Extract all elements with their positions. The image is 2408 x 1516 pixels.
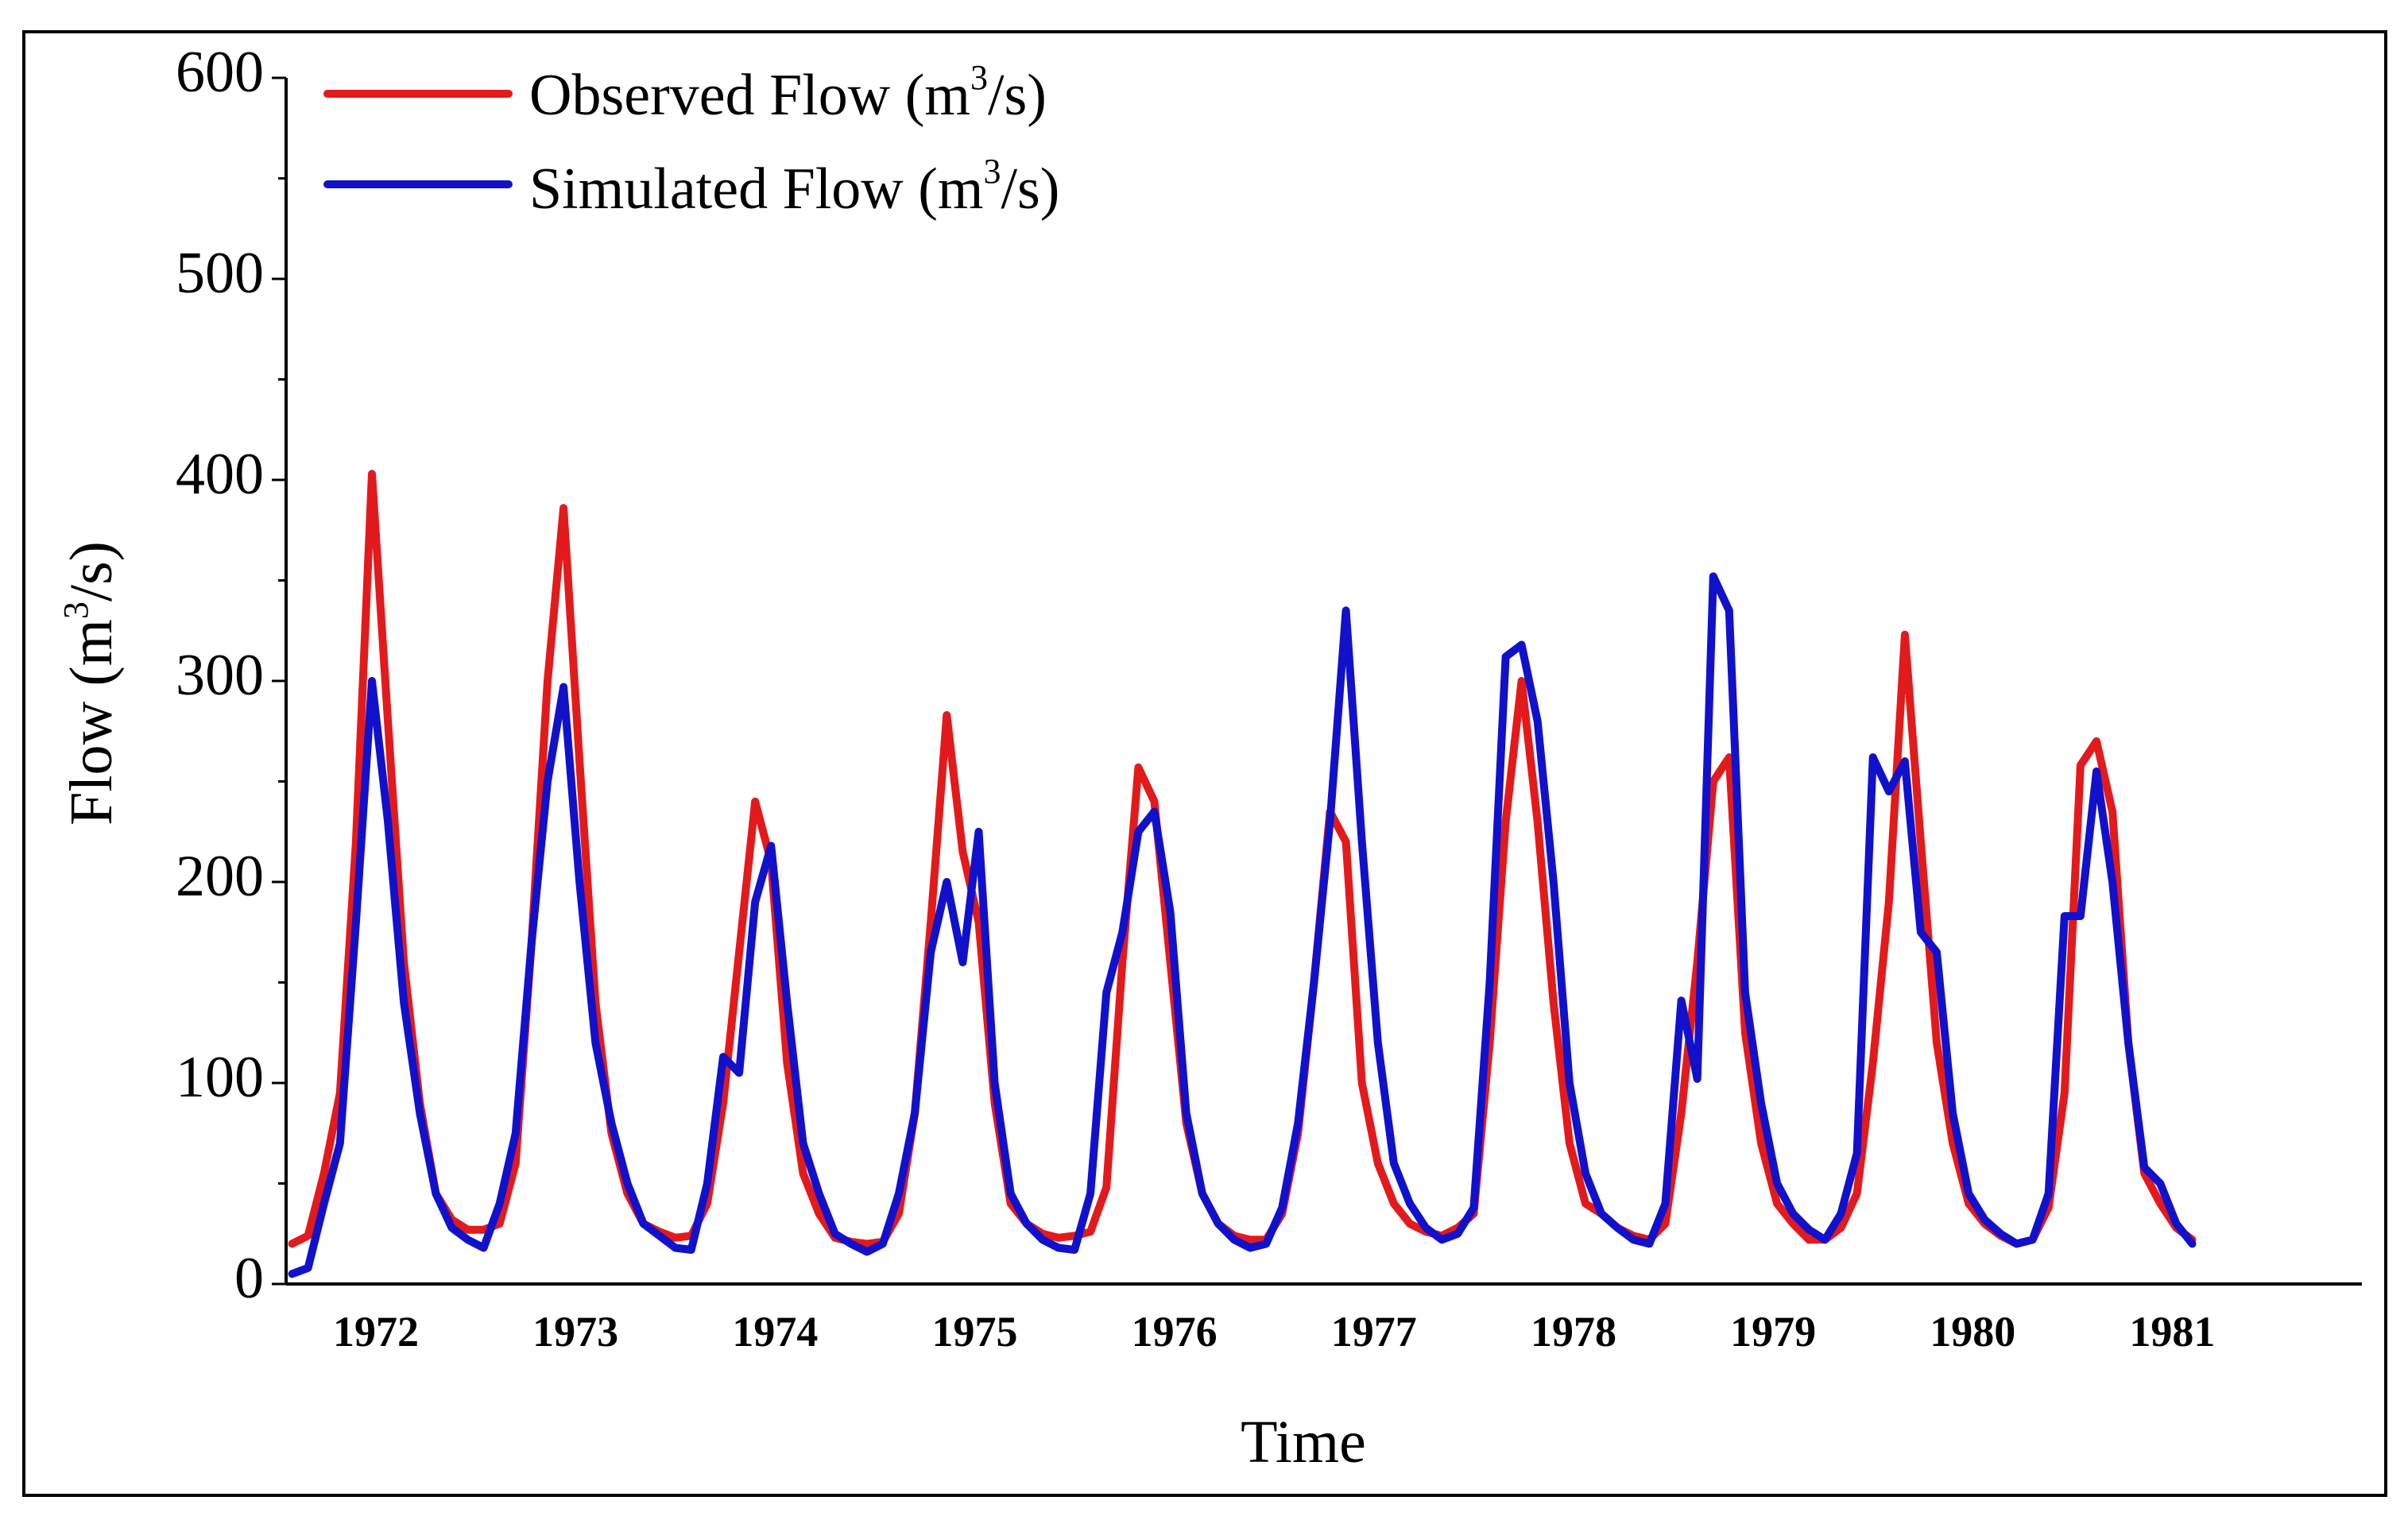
series-layer bbox=[288, 470, 2197, 1278]
x-tick-label: 1980 bbox=[1930, 1308, 2015, 1356]
y-tick-label: 100 bbox=[176, 1045, 264, 1110]
legend-label-observed: Observed Flow (m3/s) bbox=[529, 58, 1047, 128]
y-tick-label: 400 bbox=[176, 442, 264, 507]
y-tick-label: 0 bbox=[234, 1246, 264, 1311]
x-tick-label: 1978 bbox=[1531, 1308, 1616, 1356]
y-tick-label: 500 bbox=[176, 241, 264, 306]
x-tick-label: 1972 bbox=[333, 1308, 419, 1356]
y-tick-label: 600 bbox=[176, 40, 264, 105]
y-axis-ticks: 0 100 200 300 400 500 600 bbox=[176, 40, 286, 1311]
x-tick-label: 1979 bbox=[1730, 1308, 1816, 1356]
x-tick-label: 1981 bbox=[2129, 1308, 2215, 1356]
x-tick-label: 1976 bbox=[1132, 1308, 1218, 1356]
x-axis-title: Time bbox=[1241, 1409, 1366, 1475]
series-line-simulated bbox=[288, 572, 2197, 1278]
x-axis-ticks: 1972 1973 1974 1975 1976 1977 1978 1979 1980 1981 bbox=[333, 1308, 2215, 1356]
x-tick-label: 1977 bbox=[1331, 1308, 1417, 1356]
legend-label-simulated: Simulated Flow (m3/s) bbox=[529, 152, 1059, 222]
y-tick-label: 300 bbox=[176, 643, 264, 708]
y-tick-label: 200 bbox=[176, 844, 264, 909]
chart-frame bbox=[22, 30, 2387, 1497]
x-tick-label: 1974 bbox=[732, 1308, 818, 1356]
x-tick-label: 1973 bbox=[532, 1308, 618, 1356]
y-axis-title: Flow (m3/s) bbox=[56, 541, 125, 826]
x-tick-label: 1975 bbox=[931, 1308, 1017, 1356]
legend: Observed Flow (m3/s) Simulated Flow (m3/… bbox=[323, 58, 1059, 222]
